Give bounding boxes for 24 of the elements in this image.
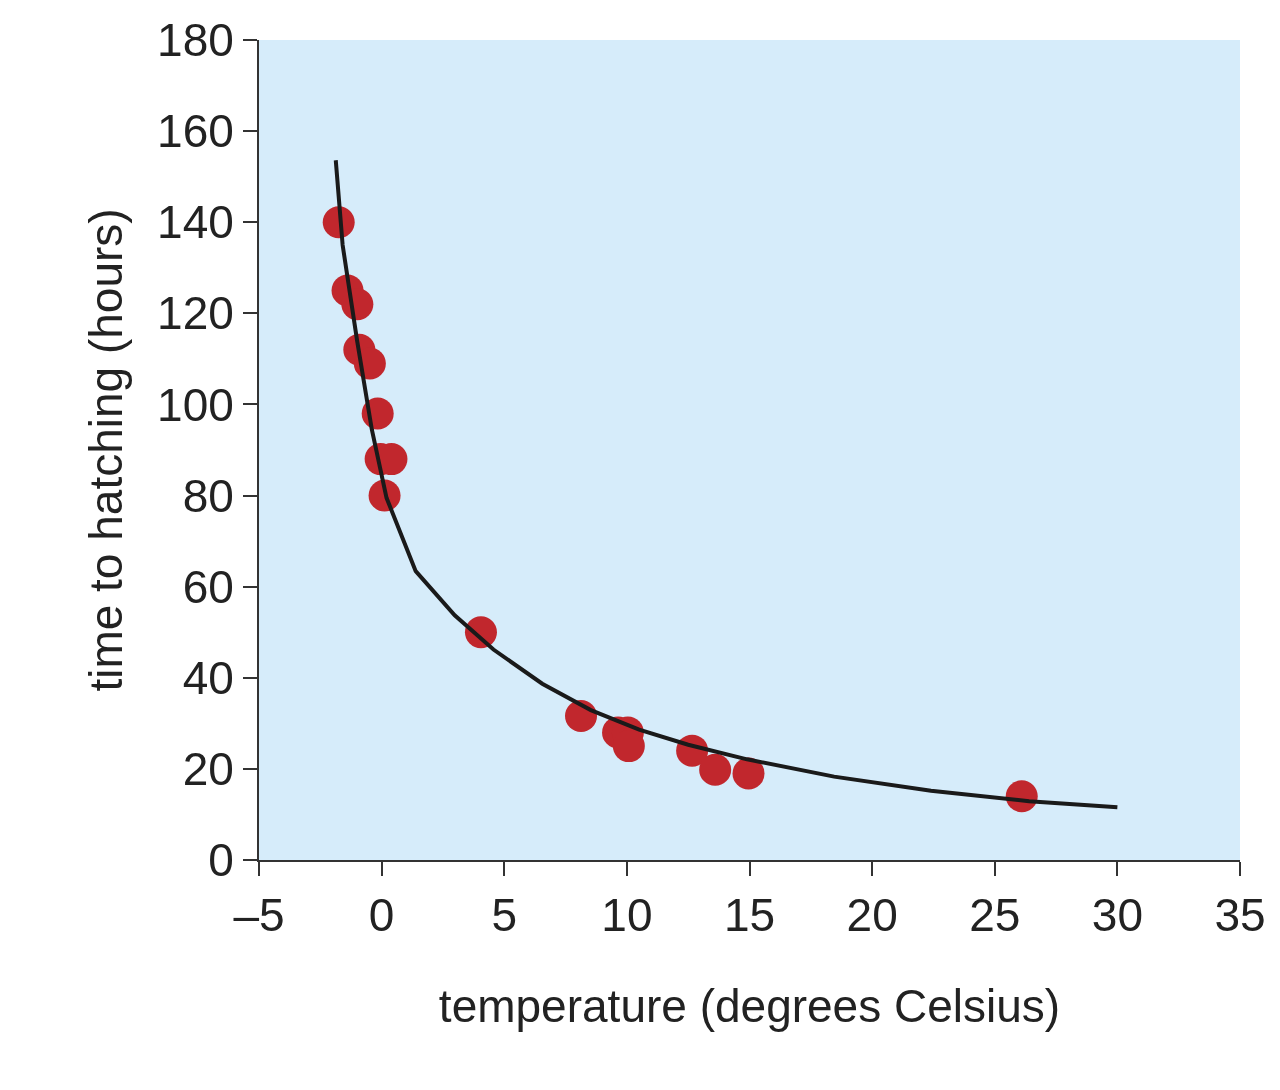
y-tick-label: 180: [157, 14, 234, 67]
point: [732, 757, 765, 790]
x-tick-label: 5: [491, 889, 518, 942]
x-tick-label: 0: [368, 889, 395, 942]
y-tick-label: 60: [182, 560, 234, 613]
y-tick-label: 40: [182, 651, 234, 704]
y-tick-label: 100: [157, 378, 234, 431]
point: [699, 753, 732, 786]
x-tick-label: 20: [846, 889, 898, 942]
x-tick-label: 10: [601, 889, 653, 942]
y-tick-label: 140: [157, 196, 234, 249]
x-axis-title: temperature (degrees Celsius): [438, 980, 1061, 1033]
y-tick-label: 80: [182, 469, 234, 522]
y-tick-label: 20: [182, 742, 234, 795]
y-tick-label: 120: [157, 287, 234, 340]
x-tick-label: 35: [1214, 889, 1266, 942]
x-tick-label: 15: [723, 889, 776, 942]
y-tick-label: 160: [157, 105, 234, 158]
x-tick-label: –5: [233, 889, 285, 942]
x-tick-label: 30: [1091, 889, 1143, 942]
y-tick-label: 0: [208, 834, 234, 887]
x-tick-label: 25: [969, 889, 1021, 942]
y-axis-title: time to hatching (hours): [79, 208, 132, 692]
line-series: [333, 158, 1120, 810]
